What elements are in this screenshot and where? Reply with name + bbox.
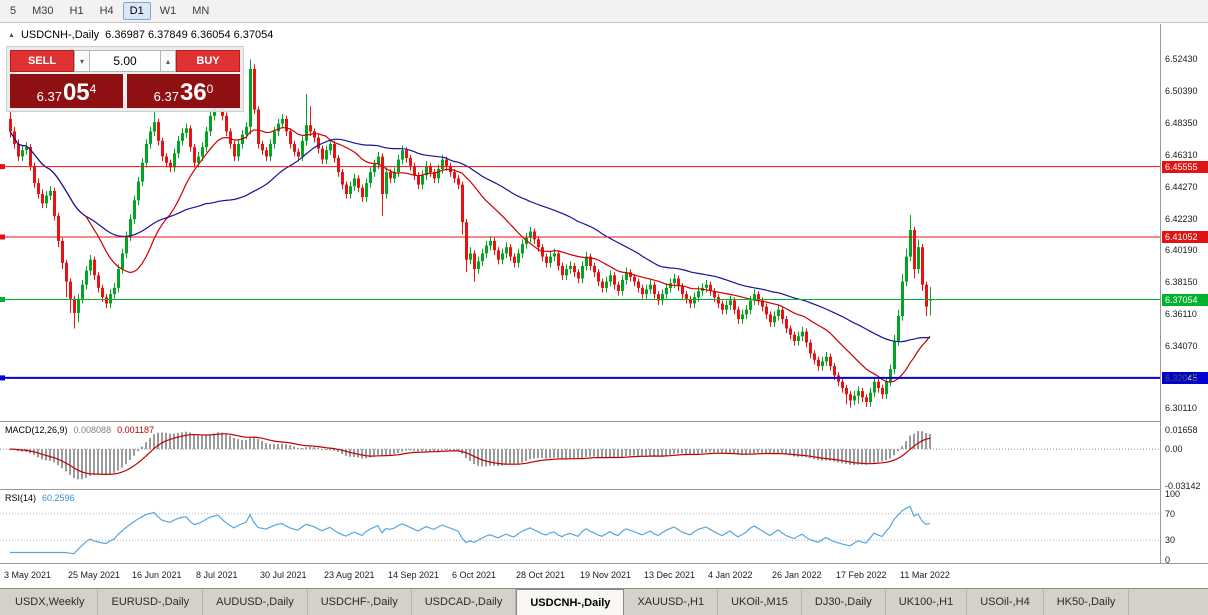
chart-tab-usoil-h4[interactable]: USOil-,H4 bbox=[967, 589, 1044, 615]
chart-tab-ukoil-m15[interactable]: UKOil-,M15 bbox=[718, 589, 802, 615]
macd-axis-label: -0.03142 bbox=[1165, 481, 1201, 491]
price-badge-6-37054: 6.37054 bbox=[1162, 294, 1208, 306]
price-axis-label: 6.42230 bbox=[1165, 214, 1198, 224]
price-axis-label: 6.34070 bbox=[1165, 341, 1198, 351]
date-axis-label: 16 Jun 2021 bbox=[132, 570, 182, 580]
chart-symbol-icon: ▲ bbox=[8, 31, 15, 39]
timeframe-button-5[interactable]: 5 bbox=[10, 5, 17, 17]
price-axis[interactable]: 6.45555 6.41052 6.37054 6.32045 6.52430 6.503… bbox=[1160, 24, 1208, 565]
price-axis-label: 6.36110 bbox=[1165, 309, 1197, 319]
date-axis-label: 25 May 2021 bbox=[68, 570, 121, 580]
bid-price-display: 6.37 05 4 bbox=[10, 74, 123, 108]
timeframe-button-d1[interactable]: D1 bbox=[122, 2, 151, 20]
macd-panel[interactable]: MACD(12,26,9) 0.008088 0.001187 bbox=[0, 422, 1160, 488]
chart-title: ▲ USDCNH-,Daily 6.36987 6.37849 6.36054 … bbox=[8, 29, 273, 41]
price-axis-label: 6.48350 bbox=[1165, 118, 1198, 128]
date-axis-label: 28 Oct 2021 bbox=[516, 570, 566, 580]
panel-separator bbox=[0, 563, 1208, 564]
chart-tab-usdchf-daily[interactable]: USDCHF-,Daily bbox=[308, 589, 412, 615]
rsi-axis-label: 0 bbox=[1165, 555, 1171, 565]
date-axis-label: 30 Jul 2021 bbox=[260, 570, 307, 580]
volume-increase-button[interactable]: ▴ bbox=[160, 50, 176, 72]
rsi-axis-label: 100 bbox=[1165, 489, 1181, 499]
chart-tab-bar: USDX,Weekly EURUSD-,Daily AUDUSD-,Daily USD… bbox=[0, 588, 1208, 615]
price-axis-label: 6.52430 bbox=[1165, 54, 1198, 64]
date-axis-label: 23 Aug 2021 bbox=[324, 570, 375, 580]
date-axis-label: 26 Jan 2022 bbox=[772, 570, 822, 580]
volume-input[interactable] bbox=[90, 50, 160, 72]
rsi-axis-label: 30 bbox=[1165, 535, 1176, 545]
price-axis-label: 6.50390 bbox=[1165, 86, 1198, 96]
chart-tab-uk100-h1[interactable]: UK100-,H1 bbox=[886, 589, 968, 615]
price-badge-6-45555: 6.45555 bbox=[1162, 161, 1208, 173]
date-axis-label: 14 Sep 2021 bbox=[388, 570, 440, 580]
price-axis-label: 6.38150 bbox=[1165, 277, 1198, 287]
chart-tab-usdx-weekly[interactable]: USDX,Weekly bbox=[2, 589, 99, 615]
date-axis-label: 17 Feb 2022 bbox=[836, 570, 887, 580]
price-axis-label: 6.44270 bbox=[1165, 182, 1198, 192]
price-axis-label: 6.30110 bbox=[1165, 403, 1197, 413]
date-axis[interactable]: 3 May 2021 25 May 2021 16 Jun 2021 8 Jul 20… bbox=[0, 564, 1208, 587]
rsi-axis-label: 70 bbox=[1165, 509, 1176, 519]
date-axis-label: 4 Jan 2022 bbox=[708, 570, 753, 580]
chart-tab-eurusd-daily[interactable]: EURUSD-,Daily bbox=[98, 589, 204, 615]
rsi-panel[interactable]: RSI(14) 60.2596 bbox=[0, 490, 1160, 563]
macd-label: MACD(12,26,9) 0.008088 0.001187 bbox=[5, 425, 154, 435]
chart-ohlc-values: 6.36987 6.37849 6.36054 6.37054 bbox=[105, 29, 274, 41]
date-axis-label: 19 Nov 2021 bbox=[580, 570, 632, 580]
sell-button[interactable]: SELL bbox=[10, 50, 74, 72]
rsi-label: RSI(14) 60.2596 bbox=[5, 493, 75, 503]
timeframe-button-mn[interactable]: MN bbox=[192, 5, 210, 17]
macd-axis-label: 0.00 bbox=[1165, 444, 1183, 454]
date-axis-label: 13 Dec 2021 bbox=[644, 570, 696, 580]
date-axis-label: 6 Oct 2021 bbox=[452, 570, 497, 580]
price-axis-label: 6.40190 bbox=[1165, 245, 1198, 255]
timeframe-button-h4[interactable]: H4 bbox=[99, 5, 114, 17]
chevron-down-icon: ▾ bbox=[79, 56, 84, 66]
chart-tab-audusd-daily[interactable]: AUDUSD-,Daily bbox=[203, 589, 308, 615]
timeframe-button-h1[interactable]: H1 bbox=[69, 5, 84, 17]
date-axis-label: 11 Mar 2022 bbox=[900, 570, 950, 580]
panel-separator bbox=[0, 421, 1208, 422]
macd-axis-label: 0.01658 bbox=[1165, 425, 1198, 435]
timeframe-toolbar: 5 M30 H1 H4 D1 W1 MN bbox=[0, 0, 1208, 23]
date-axis-label: 8 Jul 2021 bbox=[196, 570, 238, 580]
chart-tab-usdcad-daily[interactable]: USDCAD-,Daily bbox=[412, 589, 517, 615]
price-axis-label: 6.32030 bbox=[1165, 373, 1198, 383]
chevron-up-icon: ▴ bbox=[165, 56, 170, 66]
price-axis-label: 6.46310 bbox=[1165, 150, 1198, 160]
chart-tab-xauusd-h1[interactable]: XAUUSD-,H1 bbox=[624, 589, 719, 615]
timeframe-button-w1[interactable]: W1 bbox=[159, 5, 177, 17]
panel-separator bbox=[0, 489, 1208, 490]
price-badge-6-32045: 6.32045 bbox=[1162, 372, 1208, 384]
volume-decrease-button[interactable]: ▾ bbox=[74, 50, 90, 72]
chart-tab-hk50-daily[interactable]: HK50-,Daily bbox=[1044, 589, 1130, 615]
chart-tab-usdcnh-daily[interactable]: USDCNH-,Daily bbox=[516, 589, 625, 615]
price-badge-6-41052: 6.41052 bbox=[1162, 231, 1208, 243]
chart-symbol-label: USDCNH-,Daily bbox=[20, 29, 100, 41]
ask-price-display: 6.37 36 0 bbox=[127, 74, 240, 108]
main-chart-plot[interactable]: ▲ USDCNH-,Daily 6.36987 6.37849 6.36054 … bbox=[0, 24, 1160, 420]
buy-button[interactable]: BUY bbox=[176, 50, 240, 72]
chart-tab-dj30-daily[interactable]: DJ30-,Daily bbox=[802, 589, 886, 615]
timeframe-button-m30[interactable]: M30 bbox=[32, 5, 54, 17]
date-axis-label: 3 May 2021 bbox=[4, 570, 52, 580]
